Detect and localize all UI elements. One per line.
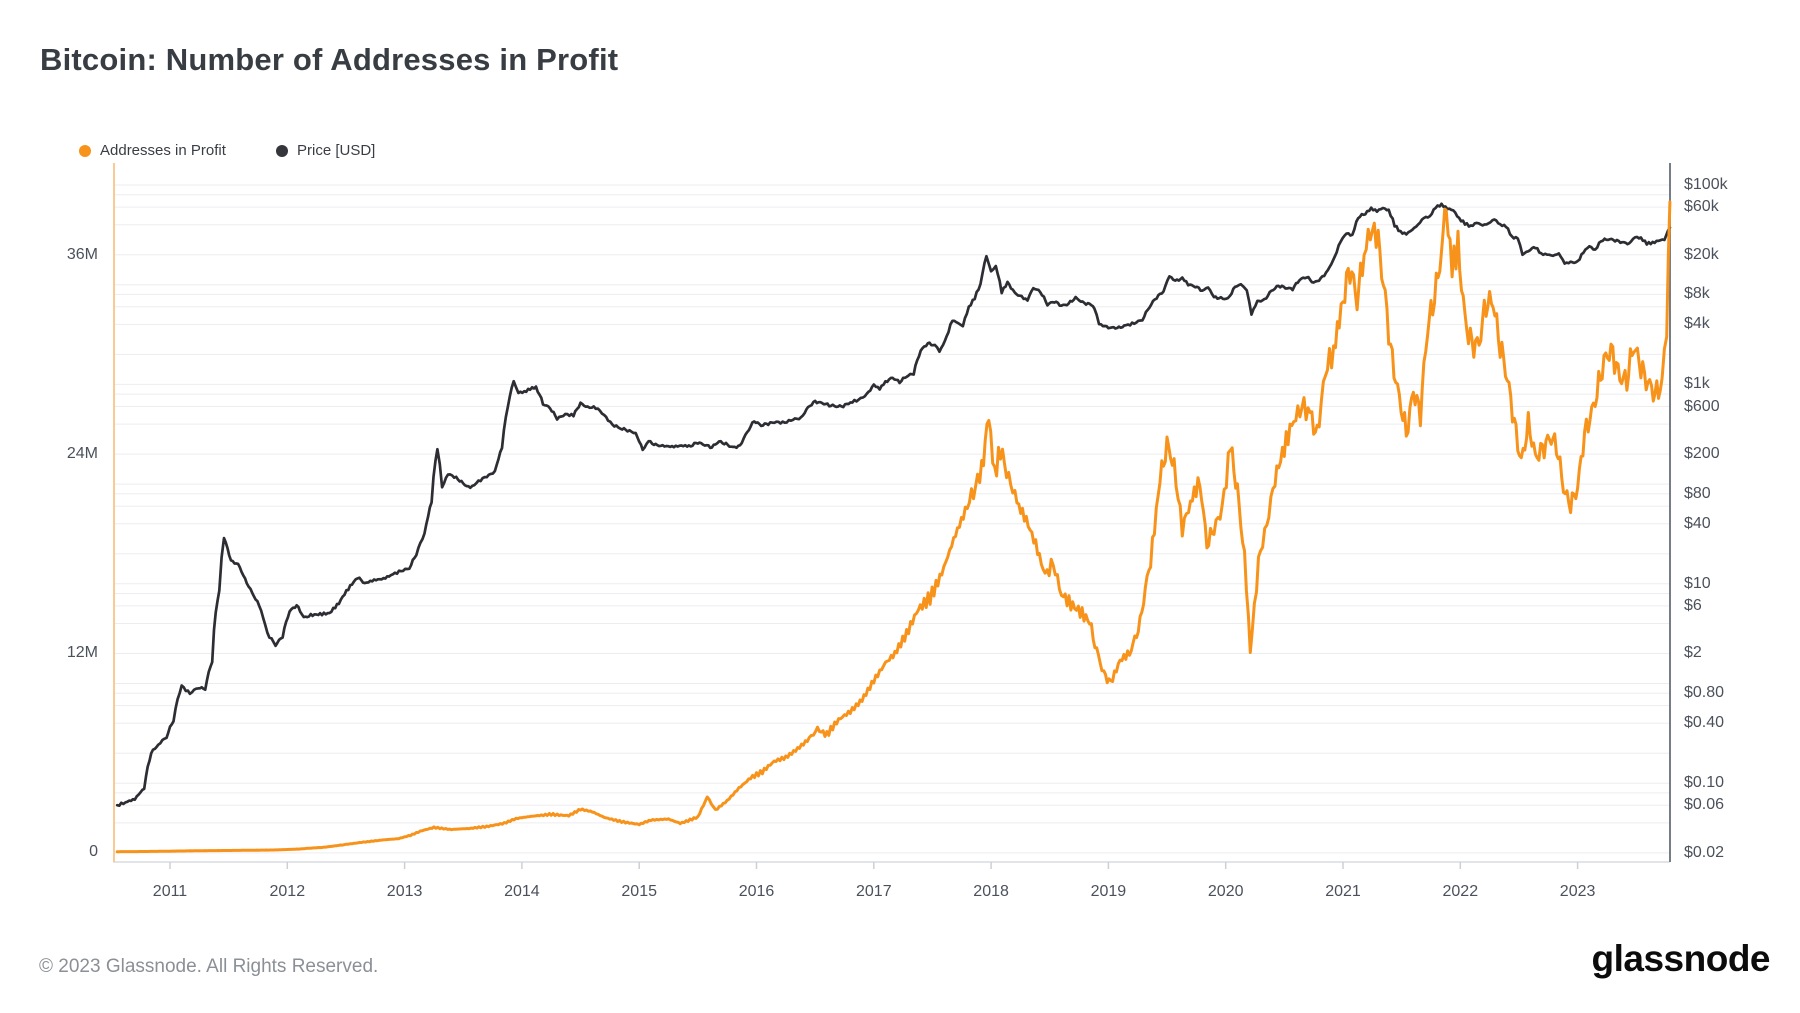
page-title: Bitcoin: Number of Addresses in Profit [40, 42, 619, 77]
x-axis-tick-label: 2013 [386, 883, 423, 900]
right-axis-tick-label: $20k [1684, 245, 1719, 263]
x-axis-tick-label: 2012 [269, 883, 306, 900]
legend-item-price-usd[interactable]: Price [USD] [276, 142, 375, 159]
x-axis-tick-label: 2023 [1559, 883, 1596, 900]
x-axis-tick-label: 2018 [973, 883, 1009, 900]
right-axis-tick-label: $60k [1684, 198, 1719, 216]
right-axis-tick-label: $0.10 [1684, 774, 1725, 792]
right-axis-tick-label: $0.40 [1684, 714, 1725, 732]
legend-item-addresses-in-profit[interactable]: Addresses in Profit [79, 142, 226, 159]
price-usd-line [115, 202, 1672, 808]
glassnode-logo: glassnode [1591, 938, 1771, 979]
right-axis-tick-label: $1k [1684, 375, 1710, 393]
x-axis-tick-label: 2011 [152, 883, 188, 900]
x-axis-tick-label: 2015 [621, 883, 657, 900]
footer-copyright: © 2023 Glassnode. All Rights Reserved. [39, 956, 379, 977]
x-axis-tick-label: 2022 [1442, 883, 1479, 900]
left-axis-tick-label: 12M [66, 644, 98, 661]
x-axis-tick-label: 2016 [738, 883, 775, 900]
right-axis-tick-label: $4k [1684, 315, 1710, 333]
price-series-dot-icon [276, 144, 288, 157]
x-axis-tick-label: 2019 [1090, 883, 1127, 900]
right-axis-tick-label: $200 [1684, 445, 1720, 463]
right-axis-tick-label: $40 [1684, 514, 1711, 532]
left-axis-tick-label: 36M [66, 246, 98, 263]
legend-label-addresses: Addresses in Profit [100, 142, 226, 159]
addresses-series-dot-icon [79, 144, 91, 157]
right-axis-tick-label: $10 [1684, 574, 1711, 592]
right-axis-tick-label: $8k [1684, 285, 1710, 303]
right-axis-tick-label: $0.02 [1684, 843, 1725, 861]
addresses-in-profit-line [115, 200, 1672, 854]
right-axis-tick-label: $80 [1684, 484, 1711, 502]
x-axis-tick-label: 2020 [1207, 883, 1244, 900]
right-axis-tick-label: $0.80 [1684, 684, 1725, 702]
x-axis-tick-label: 2021 [1325, 883, 1361, 900]
legend-label-price: Price [USD] [297, 142, 376, 159]
left-axis-tick-label: 24M [66, 445, 98, 462]
x-axis-tick-label: 2017 [856, 883, 892, 900]
right-axis-tick-label: $0.06 [1684, 796, 1725, 814]
left-axis-tick-label: 0 [89, 843, 98, 860]
right-axis-tick-label: $600 [1684, 397, 1720, 415]
right-axis-tick-label: $2 [1684, 644, 1702, 662]
right-axis-tick-label: $6 [1684, 596, 1702, 614]
x-axis-tick-label: 2014 [504, 883, 540, 900]
right-axis-tick-label: $100k [1684, 176, 1728, 193]
